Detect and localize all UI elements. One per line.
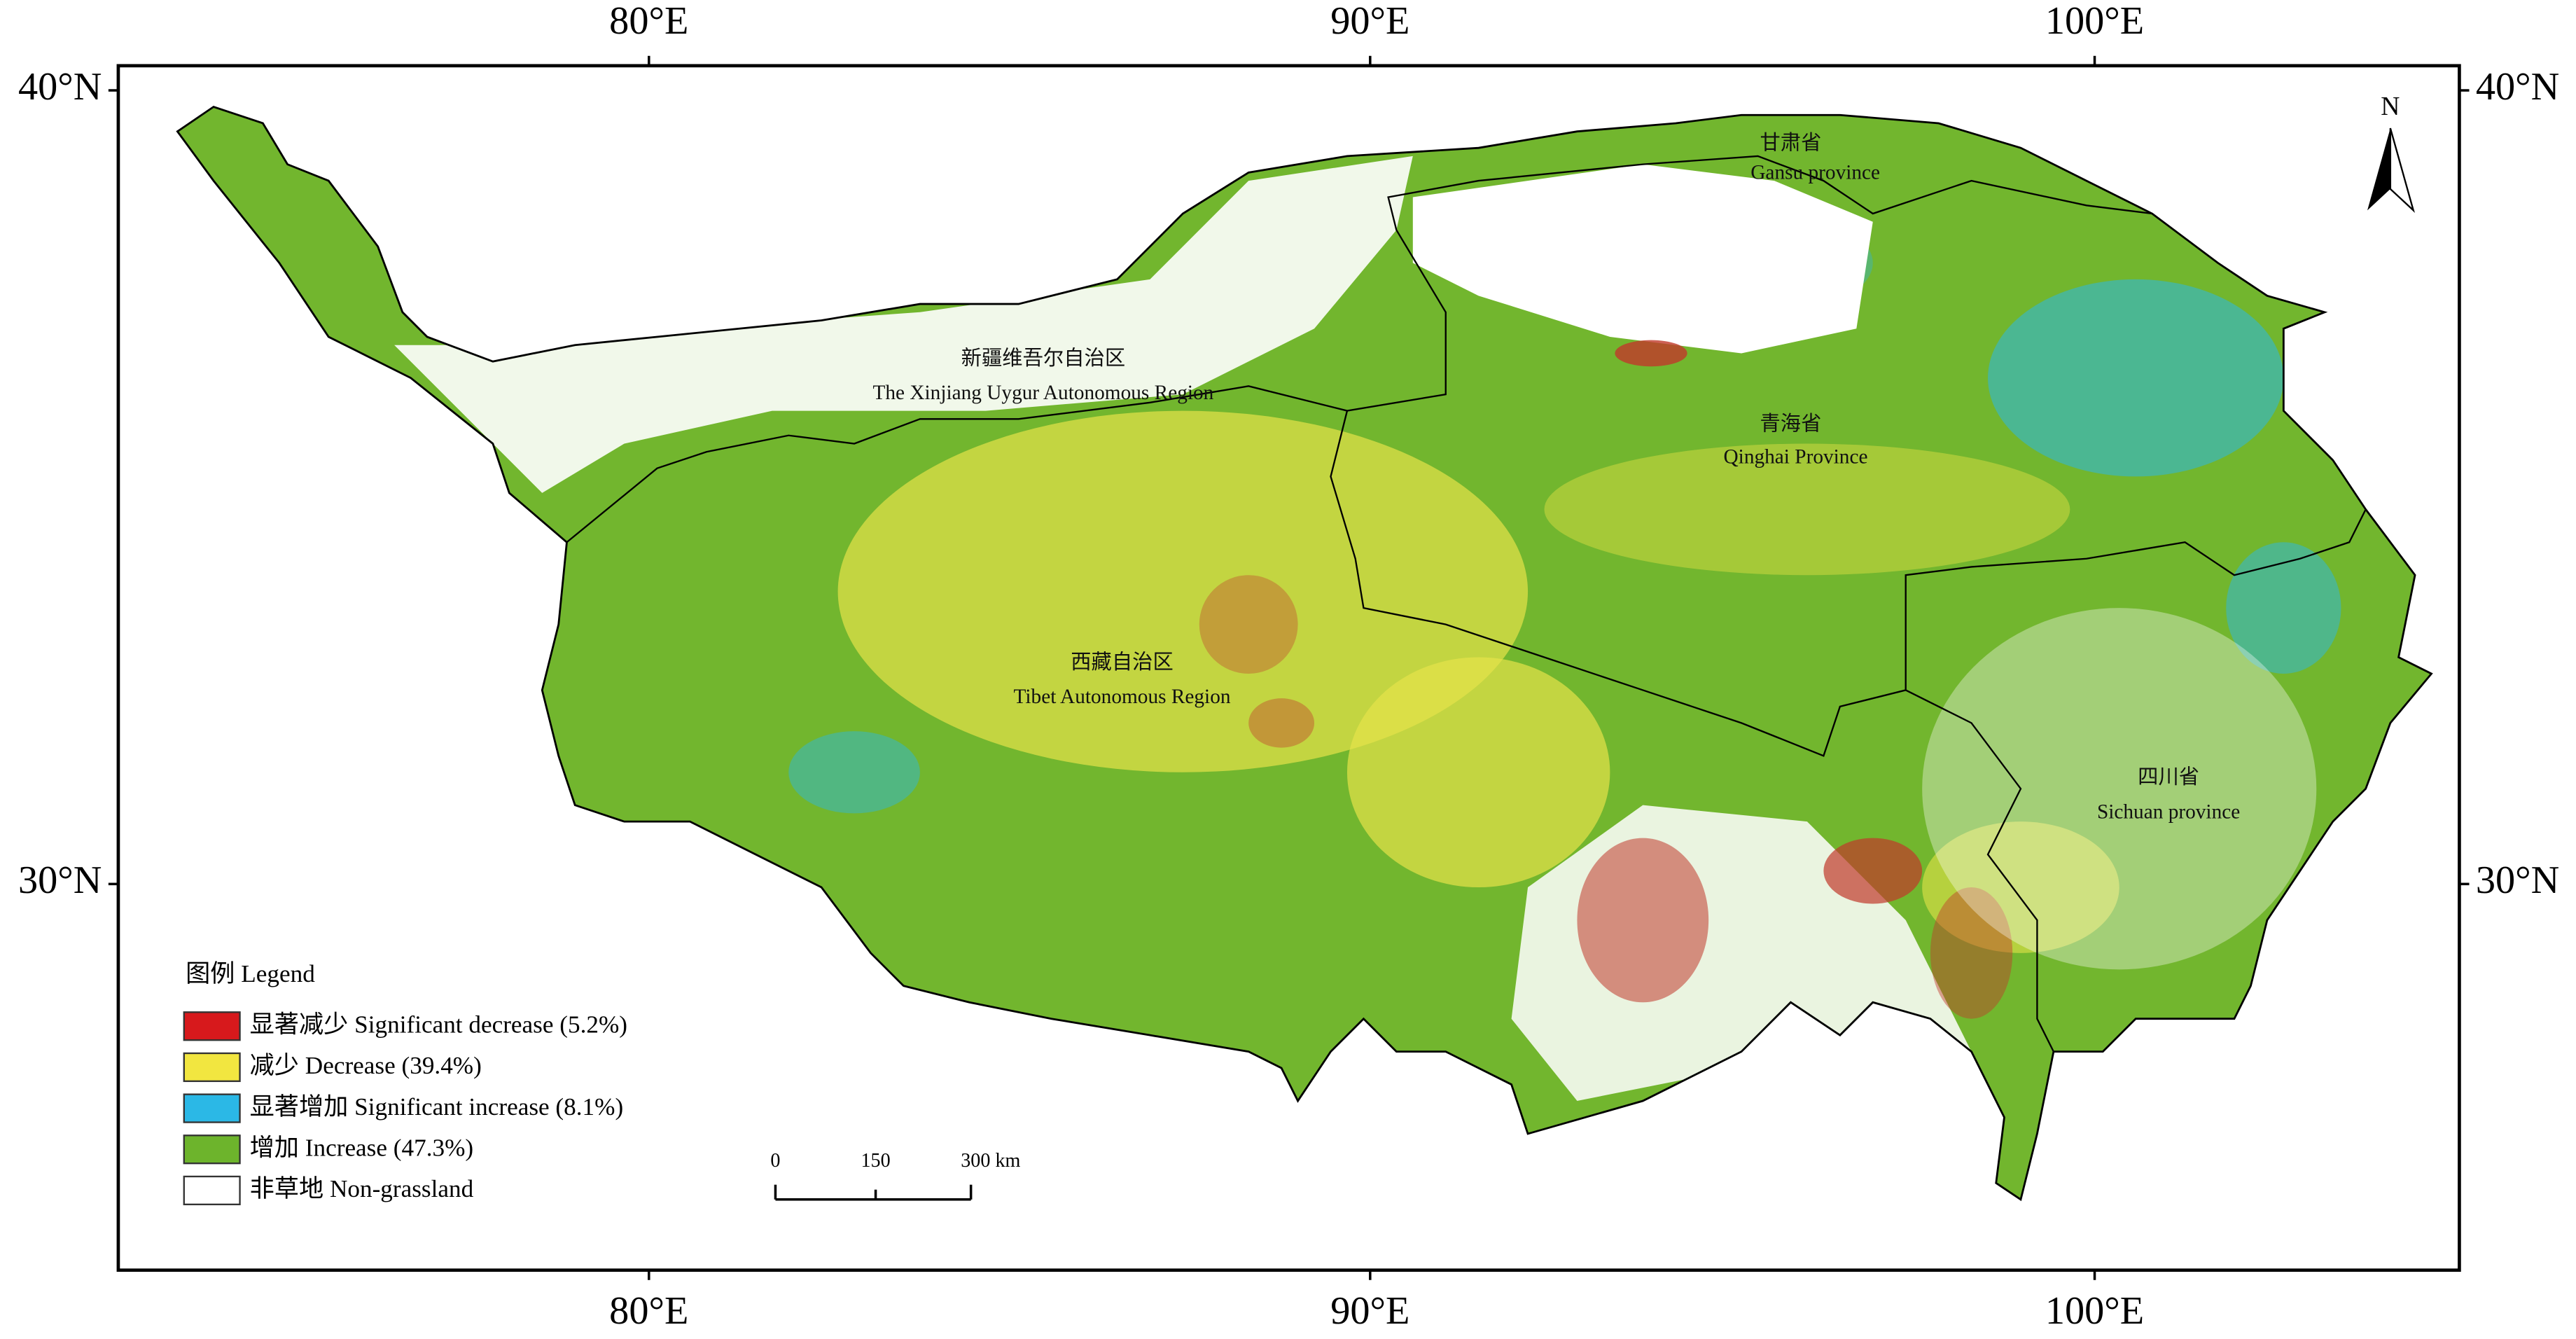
region-label-en: Qinghai Province	[1724, 446, 1868, 469]
lon-label: 80°E	[609, 1289, 688, 1333]
region-label-en: Sichuan province	[2097, 800, 2240, 823]
legend-swatch	[183, 1052, 241, 1083]
north-label: N	[2381, 92, 2400, 121]
region-label-en: The Xinjiang Uygur Autonomous Region	[872, 382, 1213, 404]
region-label-zh: 甘肃省	[1760, 132, 1821, 155]
province-borders	[566, 155, 2367, 1053]
legend-swatch	[183, 1093, 241, 1123]
legend-label: 显著增加 Significant increase (8.1%)	[250, 1093, 624, 1121]
region-label-zh: 青海省	[1760, 412, 1821, 436]
legend-title: 图例 Legend	[186, 960, 315, 987]
frame-ticks	[108, 55, 2470, 1280]
scale-label: 0	[770, 1150, 780, 1172]
lon-label: 100°E	[2045, 0, 2144, 43]
legend-label: 增加 Increase (47.3%)	[250, 1134, 473, 1161]
region-label-zh: 新疆维吾尔自治区	[961, 347, 1126, 370]
legend-label: 显著减少 Significant decrease (5.2%)	[250, 1011, 627, 1039]
lon-label: 90°E	[1330, 0, 1409, 43]
region-label-en: Gansu province	[1750, 162, 1880, 184]
lon-label: 80°E	[609, 0, 688, 43]
lon-label: 90°E	[1330, 1289, 1409, 1333]
legend-label: 减少 Decrease (39.4%)	[250, 1052, 482, 1079]
region-label-zh: 西藏自治区	[1071, 651, 1174, 674]
scale-label: 150	[861, 1150, 890, 1172]
north-arrow	[2367, 127, 2415, 214]
legend: 显著减少 Significant decrease (5.2%) 减少 Decre…	[183, 1011, 627, 1206]
scale-label: 300 km	[961, 1150, 1020, 1172]
legend-swatch	[183, 1175, 241, 1206]
map-root: 80°E 90°E 100°E 80°E 90°E 100°E 40°N 30°…	[18, 0, 2559, 1333]
lon-label: 100°E	[2045, 1289, 2144, 1333]
scale-bar	[774, 1184, 973, 1201]
lat-label: 30°N	[2476, 859, 2559, 902]
legend-label: 非草地 Non-grassland	[250, 1175, 474, 1202]
lat-label: 30°N	[18, 859, 102, 902]
lat-label: 40°N	[18, 65, 102, 109]
lat-label: 40°N	[2476, 65, 2559, 109]
legend-swatch	[183, 1011, 241, 1041]
region-label-en: Tibet Autonomous Region	[1014, 686, 1231, 708]
region-label-zh: 四川省	[2138, 765, 2199, 789]
legend-swatch	[183, 1135, 241, 1165]
